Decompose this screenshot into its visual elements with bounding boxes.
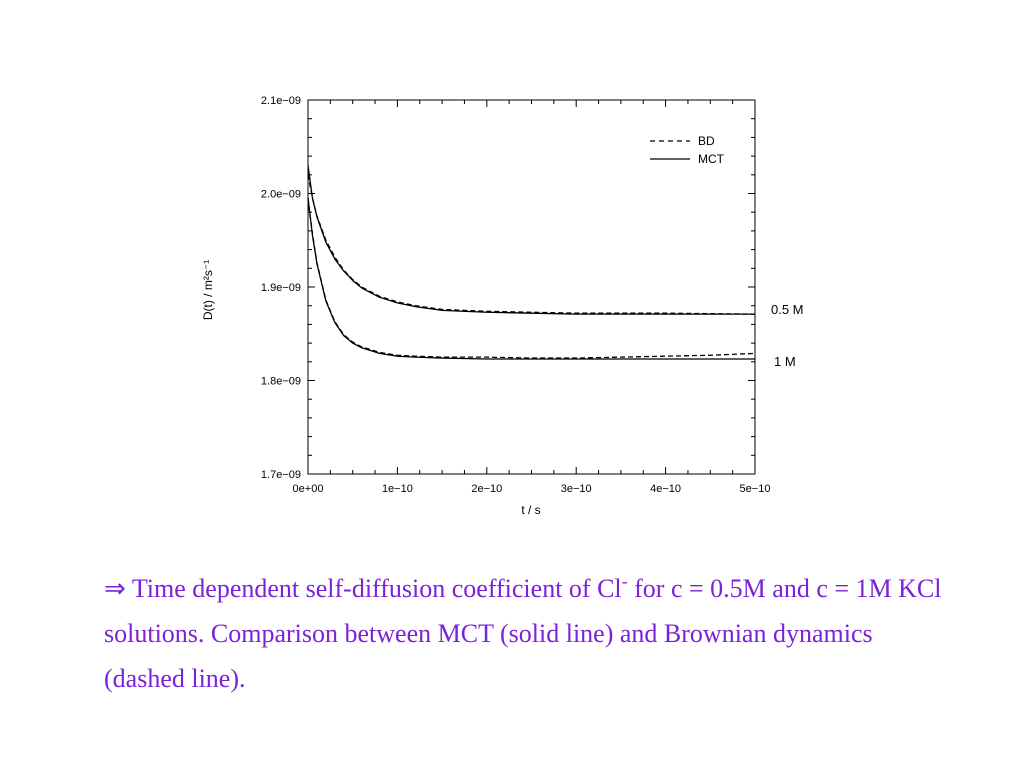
x-axis-label: t / s xyxy=(521,503,540,517)
series-bd-0-5m xyxy=(307,174,756,315)
x-tick-label: 5e−10 xyxy=(740,483,771,495)
series-mct-0-5m xyxy=(307,165,755,315)
chart: 0e+00 1e−10 2e−10 3e−10 4e−10 5e−10 1.7e−09 1.8… xyxy=(201,95,804,517)
x-tick-label: 1e−10 xyxy=(382,483,413,495)
legend: BD MCT xyxy=(650,134,725,166)
y-tick-label: 1.8e−09 xyxy=(261,376,301,388)
caption-superscript: - xyxy=(621,571,628,592)
y-axis-label: D(t) / m²s⁻¹ xyxy=(201,260,215,320)
plot-frame xyxy=(307,99,756,475)
caption-text-part2: for c = 0.5M and c = 1M KCl solutions. C… xyxy=(104,574,942,693)
y-tick-label: 1.9e−09 xyxy=(261,282,301,294)
annotation-0-5m: 0.5 M xyxy=(771,302,804,317)
x-tick-label: 3e−10 xyxy=(561,483,592,495)
y-tick-label: 2.0e−09 xyxy=(261,189,301,201)
x-tick-label: 2e−10 xyxy=(471,483,502,495)
axis-ticks: 0e+00 1e−10 2e−10 3e−10 4e−10 5e−10 1.7e−09 1.8… xyxy=(261,95,771,495)
y-tick-label: 1.7e−09 xyxy=(261,469,301,481)
figure-caption: ⇒ Time dependent self-diffusion coeffici… xyxy=(104,566,944,701)
x-tick-label: 4e−10 xyxy=(650,483,681,495)
y-tick-label: 2.1e−09 xyxy=(261,95,301,107)
series-layer xyxy=(307,165,756,360)
caption-text-part1: Time dependent self-diffusion coefficien… xyxy=(125,574,622,603)
series-mct-1m xyxy=(307,198,755,360)
legend-label-mct: MCT xyxy=(698,152,725,166)
legend-label-bd: BD xyxy=(698,134,715,148)
arrow-icon: ⇒ xyxy=(104,574,126,603)
series-bd-1m xyxy=(307,198,756,359)
annotation-1m: 1 M xyxy=(774,354,796,369)
x-tick-label: 0e+00 xyxy=(293,483,324,495)
